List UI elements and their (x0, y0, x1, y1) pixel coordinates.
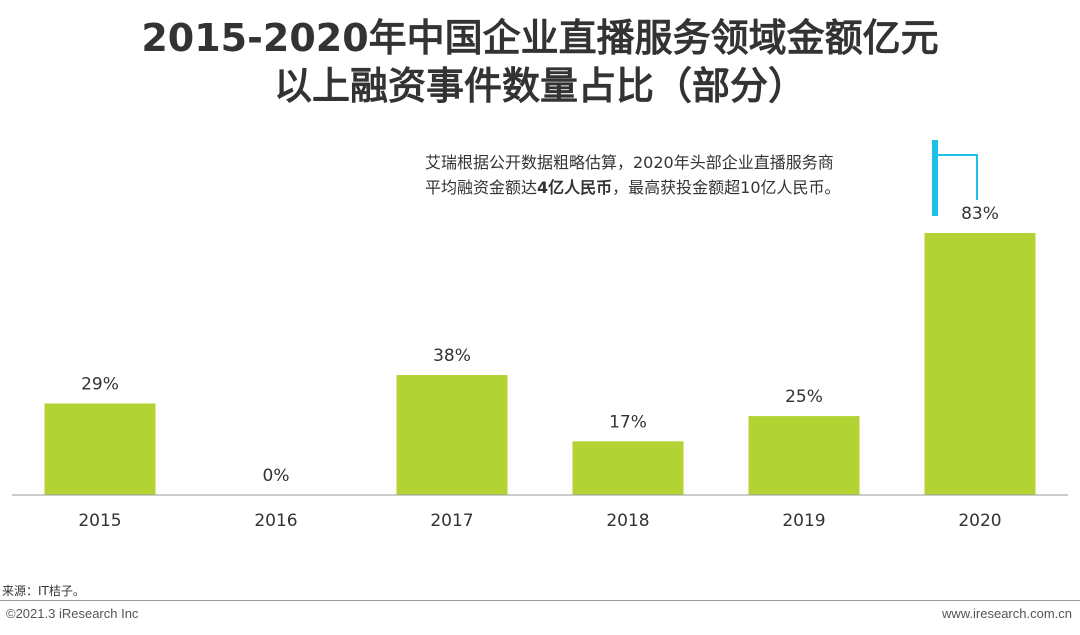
x-tick-label-2018: 2018 (606, 511, 649, 531)
footer-divider (0, 600, 1080, 601)
x-tick-label-2016: 2016 (254, 511, 297, 531)
bar-2019 (748, 416, 860, 495)
website-link: www.iresearch.com.cn (941, 606, 1072, 621)
annotation-marker-bar (932, 140, 938, 216)
x-tick-label-2019: 2019 (782, 511, 825, 531)
bar-group (44, 233, 1036, 495)
bar-2015 (44, 403, 156, 495)
x-tick-label-2015: 2015 (78, 511, 121, 531)
chart-title-line-2: 以上融资事件数量占比（部分） (273, 64, 806, 108)
bar-2020 (924, 233, 1036, 495)
value-label-2018: 17% (609, 412, 647, 432)
copyright-text: ©2021.3 iResearch Inc (6, 606, 139, 621)
chart-title: 2015-2020年中国企业直播服务领域金额亿元 以上融资事件数量占比（部分） (0, 14, 1080, 110)
value-label-2016: 0% (263, 466, 290, 486)
bar-2018 (572, 441, 684, 495)
bar-2017 (396, 375, 508, 495)
value-label-group: 29% 0% 38% 17% 25% 83% (81, 204, 999, 486)
annotation-line-1: 艾瑞根据公开数据粗略估算，2020年头部企业直播服务商 (425, 153, 834, 172)
source-note: 来源：IT桔子。 (2, 584, 85, 598)
annotation-line-2-end: ，最高获投金额超10亿人民币。 (612, 178, 841, 197)
value-label-2015: 29% (81, 375, 119, 395)
value-label-2020: 83% (961, 204, 999, 224)
annotation-highlight: 4亿人民币 (537, 178, 613, 197)
annotation-connector-line (938, 154, 978, 200)
annotation-line-2: 平均融资金额达4亿人民币，最高获投金额超10亿人民币。 (425, 175, 920, 200)
x-tick-label-group: 2015 2016 2017 2018 2019 2020 (78, 511, 1001, 531)
annotation-note: 艾瑞根据公开数据粗略估算，2020年头部企业直播服务商 平均融资金额达4亿人民币… (425, 150, 920, 200)
x-tick-label-2017: 2017 (430, 511, 473, 531)
chart-title-line-1: 2015-2020年中国企业直播服务领域金额亿元 (141, 16, 939, 60)
x-tick-label-2020: 2020 (958, 511, 1001, 531)
annotation-line-2-start: 平均融资金额达 (425, 178, 538, 197)
value-label-2017: 38% (433, 346, 471, 366)
value-label-2019: 25% (785, 387, 823, 407)
